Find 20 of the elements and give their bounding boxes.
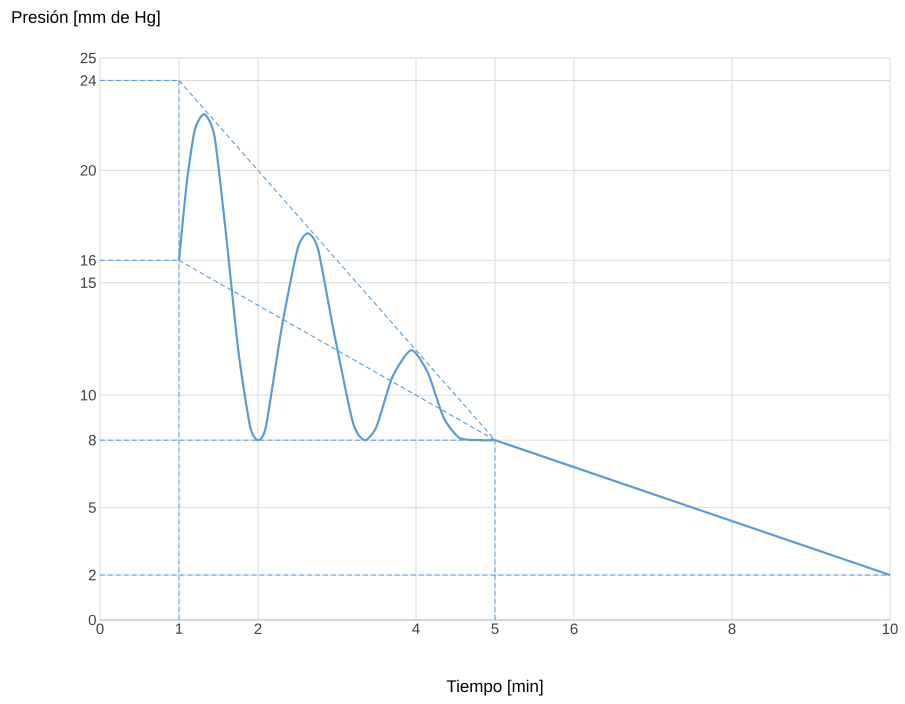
x-tick-label: 4	[412, 624, 420, 634]
y-tick-label: 16	[81, 255, 96, 266]
y-tick-label: 2	[88, 570, 96, 580]
y-axis-title: Presión [mm de Hg]	[12, 10, 160, 26]
y-tick-label: 0	[88, 614, 96, 626]
x-tick-label: 10	[882, 624, 898, 634]
x-tick-label: 1	[176, 624, 182, 634]
y-tick-label: 24	[80, 75, 96, 86]
x-tick-label: 0	[96, 624, 104, 634]
x-tick-label: 2	[254, 624, 262, 634]
y-tick-label: 10	[81, 390, 96, 400]
y-tick-label: 15	[81, 278, 96, 288]
x-axis-title: Tiempo [min]	[446, 680, 542, 696]
y-tick-label: 20	[80, 165, 96, 176]
y-tick-label: 5	[88, 502, 96, 513]
y-tick-label: 25	[80, 52, 96, 64]
x-tick-label: 5	[491, 624, 499, 634]
x-tick-label: 8	[728, 624, 736, 634]
y-tick-label: 8	[88, 434, 96, 446]
x-tick-label: 6	[570, 624, 578, 634]
